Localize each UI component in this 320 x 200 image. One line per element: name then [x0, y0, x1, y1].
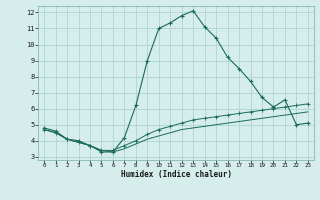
X-axis label: Humidex (Indice chaleur): Humidex (Indice chaleur)	[121, 170, 231, 179]
